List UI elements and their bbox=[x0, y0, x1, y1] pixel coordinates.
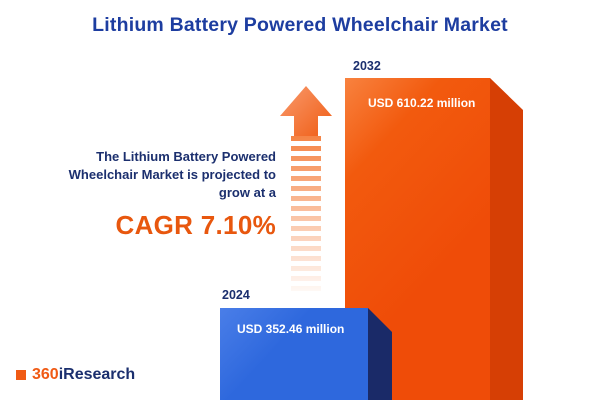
bar-2032-side-face bbox=[490, 78, 523, 400]
bar-2024: USD 352.46 million bbox=[220, 308, 368, 400]
page-title: Lithium Battery Powered Wheelchair Marke… bbox=[92, 14, 508, 36]
arrow-tail-fade bbox=[291, 136, 321, 292]
logo-suffix: iResearch bbox=[58, 366, 136, 383]
annotation-block: The Lithium Battery Powered Wheelchair M… bbox=[40, 148, 276, 241]
arrow-up-icon bbox=[280, 86, 332, 140]
bar-year-label-2032: 2032 bbox=[353, 59, 381, 73]
bar-2032-value-label: USD 610.22 million bbox=[368, 96, 476, 110]
logo: 360 iResearch bbox=[16, 366, 135, 384]
bar-year-label-2024: 2024 bbox=[222, 288, 250, 302]
arrow-tail bbox=[291, 136, 321, 292]
logo-prefix: 360 bbox=[32, 366, 59, 383]
cagr-value: CAGR 7.10% bbox=[115, 209, 276, 240]
annotation-text: The Lithium Battery Powered Wheelchair M… bbox=[68, 149, 276, 200]
logo-square-icon bbox=[16, 370, 26, 380]
bar-2024-value-label: USD 352.46 million bbox=[237, 322, 345, 336]
